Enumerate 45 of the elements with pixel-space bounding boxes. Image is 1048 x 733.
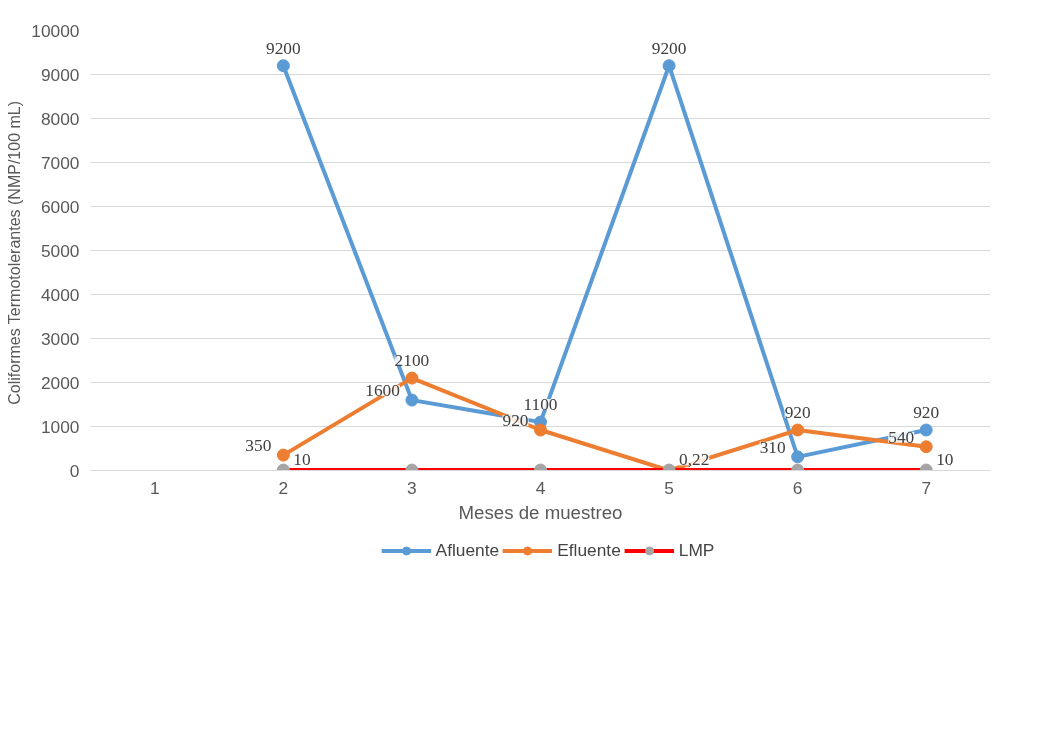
y-tick-label: 5000 — [40, 240, 80, 261]
x-tick-label: 3 — [407, 477, 417, 498]
point — [405, 371, 419, 385]
data-label: 10 — [293, 450, 311, 470]
y-tick-label: 6000 — [40, 196, 80, 217]
x-tick-label: 7 — [921, 477, 932, 498]
y-tick-label: 9000 — [40, 64, 80, 85]
y-tick-label: 3000 — [40, 328, 80, 349]
legend-label: Afluente — [435, 539, 500, 561]
data-label: 920 — [913, 403, 940, 423]
y-tick-label: 1000 — [40, 416, 80, 437]
data-label: 310 — [759, 437, 786, 457]
y-tick-label: 8000 — [40, 108, 80, 129]
data-label: 10 — [936, 450, 954, 470]
data-label: 350 — [245, 436, 272, 456]
data-label: 0,22 — [679, 450, 710, 470]
data-label: 9200 — [266, 38, 301, 58]
legend-label: LMP — [678, 539, 715, 561]
point — [791, 423, 805, 437]
point — [534, 423, 547, 437]
x-tick-label: 5 — [664, 477, 674, 498]
data-label: 1600 — [365, 381, 400, 401]
point — [919, 440, 933, 454]
x-axis-title: Meses de muestreo — [458, 501, 623, 523]
point — [662, 59, 676, 73]
data-label: 2100 — [394, 351, 430, 371]
point — [405, 393, 419, 407]
data-label: 540 — [888, 427, 915, 447]
y-axis-title: Coliformes Termotolerantes (NMP/100 mL) — [6, 100, 24, 405]
y-tick-label: 2000 — [40, 372, 80, 393]
legend-label: Efluente — [557, 539, 621, 561]
y-tick-label: 4000 — [40, 284, 80, 305]
point — [791, 450, 805, 464]
y-tick-label: 0 — [69, 460, 80, 481]
point — [919, 423, 933, 437]
data-label: 920 — [784, 403, 811, 423]
point — [276, 59, 290, 73]
x-tick-label: 2 — [278, 477, 289, 498]
y-tick-label: 7000 — [40, 152, 80, 173]
x-tick-label: 6 — [792, 477, 803, 498]
point — [276, 448, 290, 462]
x-tick-label: 1 — [149, 477, 160, 498]
x-tick-label: 4 — [535, 477, 546, 498]
data-label: 9200 — [651, 38, 687, 58]
y-tick-label: 10000 — [31, 20, 80, 41]
